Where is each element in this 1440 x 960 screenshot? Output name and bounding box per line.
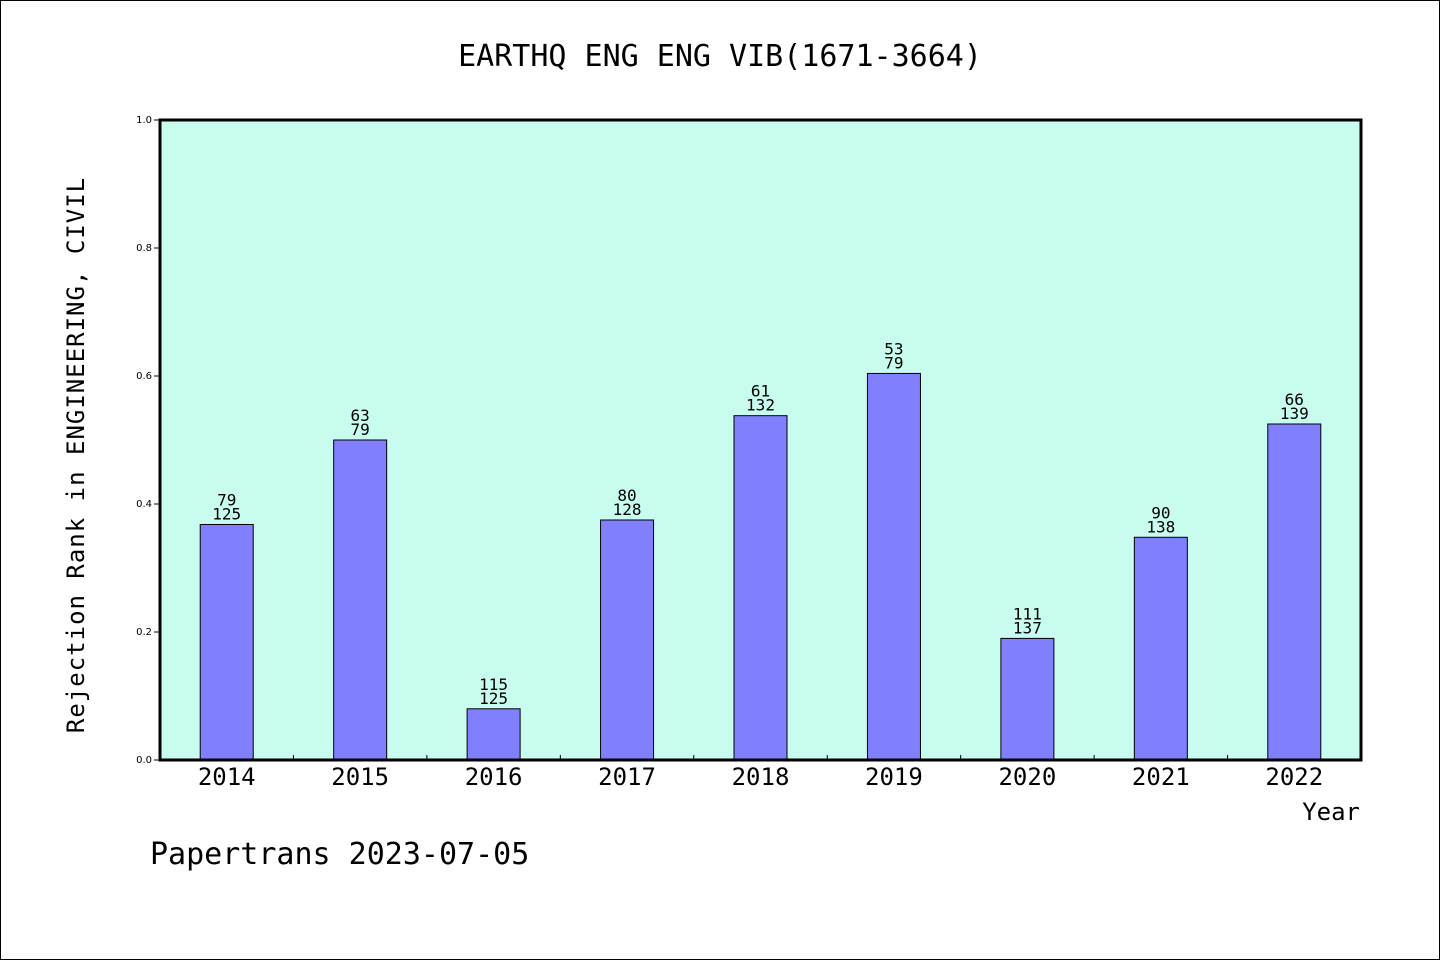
chart-title: EARTHQ ENG ENG VIB(1671-3664): [458, 39, 982, 74]
bar-label-top: 53: [884, 339, 903, 358]
x-tick-label: 2020: [998, 763, 1056, 791]
y-axis-label: Rejection Rank in ENGINEERING, CIVIL: [62, 177, 90, 733]
x-axis-label: Year: [1302, 798, 1360, 826]
bar-label-bottom: 79: [351, 420, 370, 439]
bars: [199, 372, 1322, 761]
bar-label-bottom: 138: [1146, 517, 1175, 536]
x-tick-label: 2015: [331, 763, 389, 791]
bar-label-top: 115: [479, 675, 508, 694]
bar-label-top: 111: [1013, 604, 1042, 623]
x-tick-label: 2014: [198, 763, 256, 791]
bar-label-bottom: 128: [613, 500, 642, 519]
bar-label-bottom: 139: [1280, 404, 1309, 423]
bar-2019: [866, 372, 921, 761]
bar-label-top: 63: [351, 406, 370, 425]
y-tick-label: 0.8: [136, 243, 152, 254]
x-tick-label: 2021: [1132, 763, 1190, 791]
x-tick-label: 2016: [465, 763, 523, 791]
plot-frame: [158, 118, 1363, 762]
bar-label-bottom: 125: [479, 689, 508, 708]
bar-label-top: 66: [1285, 390, 1304, 409]
bar-label-bottom: 125: [212, 504, 241, 523]
bar-label-top: 79: [217, 490, 236, 509]
y-tick-label: 0.0: [136, 755, 152, 766]
y-tick-label: 0.6: [136, 371, 152, 382]
x-tick-label: 2022: [1265, 763, 1323, 791]
bar-2014: [199, 523, 254, 761]
y-tick-label: 0.2: [136, 627, 152, 638]
bar-label-top: 61: [751, 382, 770, 401]
bar-2018: [733, 415, 788, 761]
bar-label-bottom: 132: [746, 396, 775, 415]
y-tick-label: 0.4: [136, 499, 152, 510]
bar-2021: [1133, 536, 1188, 761]
bar-2015: [333, 439, 388, 761]
bar-2017: [600, 519, 655, 761]
bar-labels: 7912563791151258012861132537911113790138…: [212, 339, 1308, 707]
bar-label-bottom: 79: [884, 353, 903, 372]
bar-label-top: 90: [1151, 503, 1170, 522]
y-tick-label: 1.0: [136, 115, 152, 126]
bar-label-top: 80: [617, 486, 636, 505]
bar-2020: [1000, 637, 1055, 761]
x-tick-label: 2019: [865, 763, 923, 791]
bar-label-bottom: 137: [1013, 618, 1042, 637]
bar-2022: [1267, 423, 1322, 761]
x-tick-label: 2017: [598, 763, 656, 791]
x-axis: 2014 2015 2016 2017 2018 2019 2020 2021 2022: [198, 755, 1323, 791]
footer-credit: Papertrans 2023-07-05: [150, 837, 529, 872]
x-tick-label: 2018: [732, 763, 790, 791]
bar-2016: [466, 708, 521, 761]
